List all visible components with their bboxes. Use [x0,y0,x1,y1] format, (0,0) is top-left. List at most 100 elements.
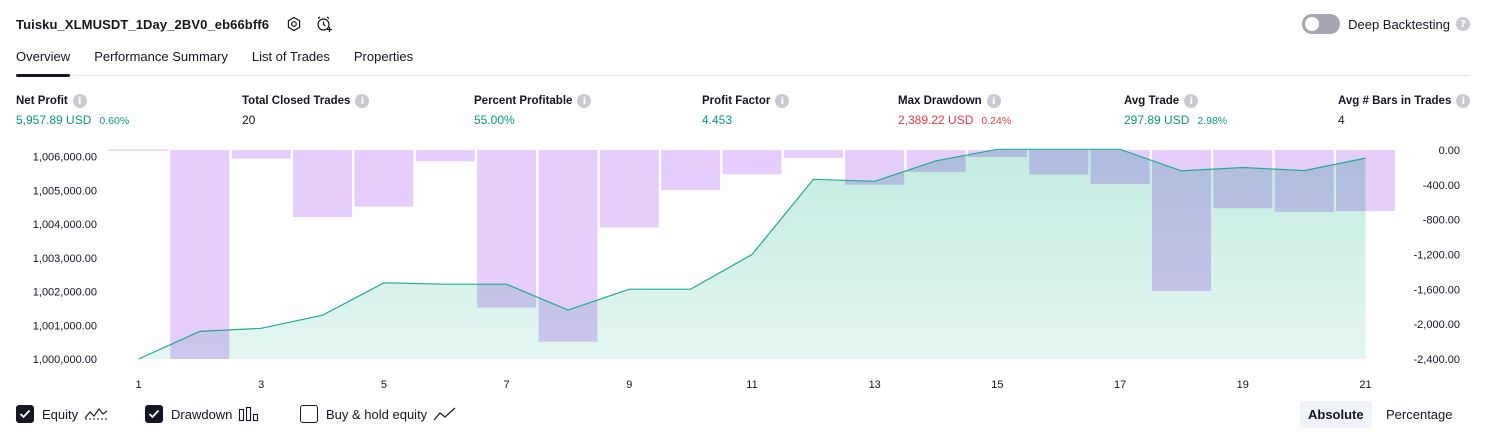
absolute-button[interactable]: Absolute [1300,401,1372,428]
drawdown-bar [1029,150,1088,174]
info-icon[interactable]: i [73,94,87,108]
tab-properties[interactable]: Properties [354,46,413,76]
left-axis-tick: 1,002,000.00 [33,287,97,299]
right-axis-tick: -2,000.00 [1414,319,1460,331]
metric-percent-profitable: Percent Profitable i 55.00% [474,94,591,127]
metric-profit-factor: Profit Factor i 4.453 [702,94,789,127]
left-axis-tick: 1,006,000.00 [33,152,97,164]
metric-percent: 0.24% [981,115,1011,127]
left-axis-tick: 1,000,000.00 [33,354,97,366]
tab-overview[interactable]: Overview [16,46,70,76]
metric-net-profit: Net Profit i 5,957.89 USD 0.60% [16,94,129,127]
right-axis-tick: -1,200.00 [1414,250,1460,262]
x-axis-tick: 5 [381,379,387,391]
x-axis-tick: 17 [1114,379,1126,391]
x-axis-tick: 11 [746,379,757,391]
metric-value: 5,957.89 USD [16,113,91,127]
drawdown-bars-icon [238,406,260,422]
toggle-knob [1305,17,1319,31]
left-axis-tick: 1,003,000.00 [33,253,97,265]
drawdown-bar [108,150,169,151]
x-axis-tick: 15 [991,379,1003,391]
metric-label: Profit Factor [702,95,770,107]
tab-performance-summary[interactable]: Performance Summary [94,46,228,76]
metric-value: 20 [242,113,255,127]
metric-label: Percent Profitable [474,95,572,107]
drawdown-bar [1213,150,1272,208]
drawdown-bar [416,150,475,161]
equity-line-icon [84,406,108,422]
right-axis-tick: -400.00 [1423,180,1460,192]
buy-hold-checkbox[interactable] [300,405,318,423]
metric-label: Avg # Bars in Trades [1338,95,1451,107]
metric-label: Avg Trade [1124,95,1179,107]
info-icon[interactable]: i [1456,94,1470,108]
tab-bar: Overview Performance Summary List of Tra… [16,46,1470,76]
x-axis-tick: 21 [1359,379,1371,391]
metric-value: 297.89 USD [1124,113,1189,127]
strategy-title: Tuisku_XLMUSDT_1Day_2BV0_eb66bff6 [16,17,269,32]
drawdown-bar [232,150,291,159]
info-icon[interactable]: ? [1456,17,1470,31]
tab-list-of-trades[interactable]: List of Trades [252,46,330,76]
right-axis-tick: -2,400.00 [1414,354,1460,366]
legend-equity[interactable]: Equity [16,403,108,425]
settings-icon[interactable] [283,13,305,35]
drawdown-bar [539,150,598,342]
drawdown-bar [354,150,413,207]
metric-value: 2,389.22 USD [898,113,973,127]
alarm-add-icon[interactable] [313,13,335,35]
metric-percent: 0.60% [99,115,129,127]
x-axis-tick: 9 [626,379,632,391]
metric-value: 4 [1338,113,1345,127]
right-axis-tick: -1,600.00 [1414,284,1460,296]
x-axis-tick: 1 [135,379,141,391]
right-axis-tick: -800.00 [1423,215,1460,227]
metric-total-closed-trades: Total Closed Trades i 20 [242,94,369,127]
metric-value: 4.453 [702,113,732,127]
header: Tuisku_XLMUSDT_1Day_2BV0_eb66bff6 [16,12,335,36]
info-icon[interactable]: i [987,94,1001,108]
drawdown-checkbox[interactable] [145,405,163,423]
left-axis-tick: 1,001,000.00 [33,320,97,332]
drawdown-bar [1336,150,1395,211]
metric-label: Max Drawdown [898,95,982,107]
legend-label: Equity [42,407,78,422]
metric-percent: 2.98% [1197,115,1227,127]
legend-drawdown[interactable]: Drawdown [145,403,260,425]
equity-drawdown-chart[interactable]: 1,006,000.00 1,005,000.00 1,004,000.00 1,00… [0,140,1486,395]
x-axis-tick: 19 [1237,379,1249,391]
legend-label: Drawdown [171,407,232,422]
metric-max-drawdown: Max Drawdown i 2,389.22 USD 0.24% [898,94,1011,127]
equity-checkbox[interactable] [16,405,34,423]
metric-value: 55.00% [474,113,515,127]
drawdown-bar [845,150,904,185]
percentage-button[interactable]: Percentage [1378,401,1461,428]
deep-backtesting: Deep Backtesting ? [1302,12,1470,36]
left-axis-tick: 1,004,000.00 [33,219,97,231]
drawdown-bar [661,150,720,190]
left-axis-tick: 1,005,000.00 [33,186,97,198]
drawdown-bar [600,150,659,228]
right-axis-tick: 0.00 [1439,145,1460,157]
drawdown-bar [784,150,843,158]
drawdown-bar [1275,150,1334,212]
x-axis-tick: 13 [869,379,881,391]
x-axis-tick: 7 [504,379,510,391]
info-icon[interactable]: i [577,94,591,108]
info-icon[interactable]: i [1184,94,1198,108]
legend-label: Buy & hold equity [326,407,427,422]
legend-buy-hold[interactable]: Buy & hold equity [300,403,457,425]
info-icon[interactable]: i [775,94,789,108]
info-icon[interactable]: i [355,94,369,108]
drawdown-bar [170,150,229,359]
deep-backtesting-toggle[interactable] [1302,14,1340,34]
metric-avg-trade: Avg Trade i 297.89 USD 2.98% [1124,94,1227,127]
metric-label: Total Closed Trades [242,95,350,107]
drawdown-bar [293,150,352,217]
drawdown-bar [1091,150,1150,184]
metric-label: Net Profit [16,95,68,107]
drawdown-bar [723,150,782,174]
buy-hold-line-icon [433,406,457,422]
metric-avg-bars: Avg # Bars in Trades i 4 [1338,94,1470,127]
